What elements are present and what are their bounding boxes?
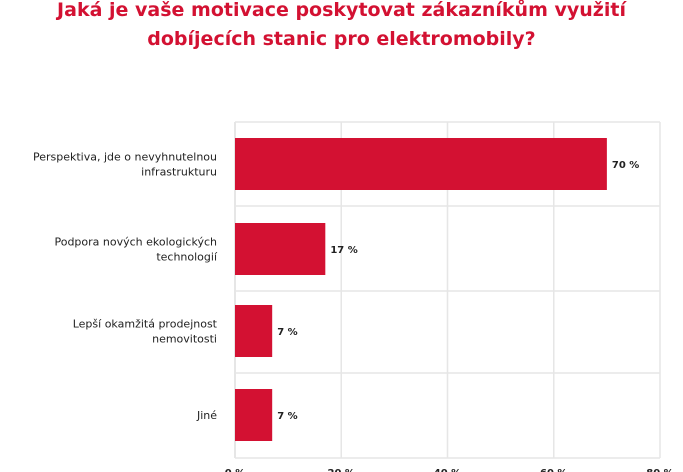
x-tick-label: 0 %	[225, 468, 245, 472]
value-label: 7 %	[277, 327, 297, 338]
value-label: 17 %	[330, 245, 357, 256]
category-label: technologií	[156, 251, 218, 264]
category-label: Lepší okamžitá prodejnost	[73, 318, 218, 331]
category-label: Perspektiva, jde o nevyhnutelnou	[33, 151, 217, 164]
bar	[235, 223, 326, 275]
category-label: Jiné	[196, 409, 217, 422]
x-tick-label: 40 %	[434, 468, 461, 472]
chart-title-line-2: dobíjecích stanic pro elektromobily?	[147, 28, 536, 50]
x-tick-label: 60 %	[540, 468, 567, 472]
category-label: infrastrukturu	[141, 166, 217, 179]
chart-title: Jaká je vaše motivace poskytovat zákazní…	[0, 0, 683, 54]
chart-bars	[235, 138, 607, 441]
category-label: Podpora nových ekologických	[54, 236, 217, 249]
value-label: 7 %	[277, 411, 297, 422]
chart-title-line-1: Jaká je vaše motivace poskytovat zákazní…	[57, 0, 626, 21]
category-labels: Perspektiva, jde o nevyhnutelnou infrastr…	[33, 151, 218, 423]
x-tick-label: 20 %	[328, 468, 355, 472]
bar	[235, 389, 273, 441]
value-labels: 70 % 17 % 7 % 7 %	[277, 160, 639, 422]
x-tick-label: 80 %	[646, 468, 673, 472]
category-label: nemovitosti	[152, 333, 217, 346]
bar	[235, 305, 273, 357]
value-label: 70 %	[612, 160, 639, 171]
bar	[235, 138, 607, 190]
x-axis-ticks: 0 % 20 % 40 % 60 % 80 %	[225, 468, 674, 472]
